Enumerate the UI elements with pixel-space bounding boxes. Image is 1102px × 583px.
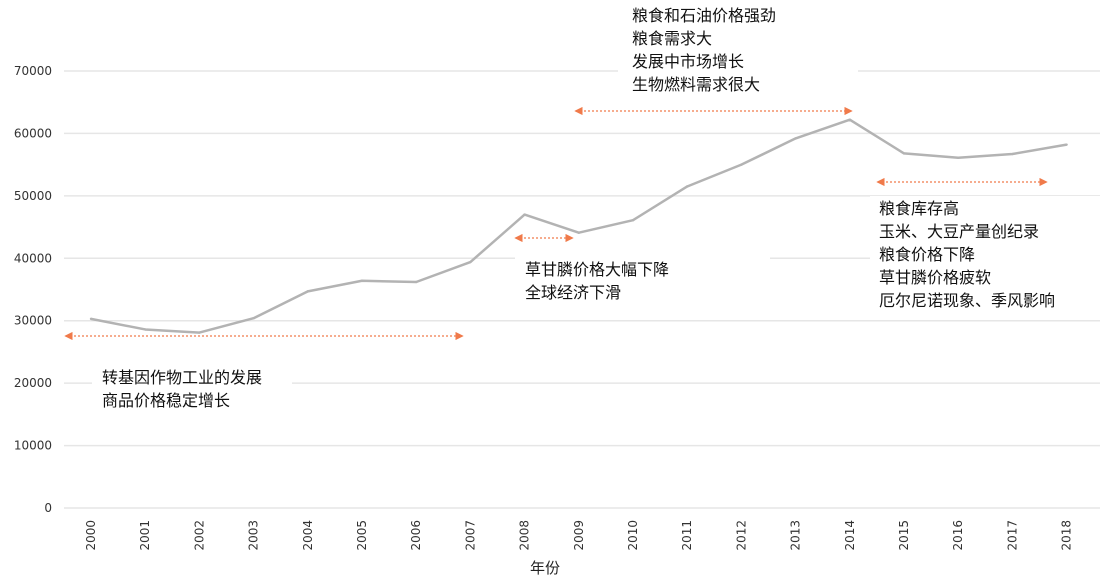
- annotation-text: 粮食价格下降: [879, 245, 975, 264]
- x-tick-label: 2014: [843, 520, 857, 551]
- annotation-background: [515, 255, 770, 305]
- y-tick-label: 40000: [14, 251, 52, 265]
- x-tick-label: 2005: [355, 520, 369, 551]
- data-point: [686, 185, 689, 188]
- data-point: [252, 317, 255, 320]
- data-point: [794, 137, 797, 140]
- data-point: [740, 163, 743, 166]
- data-point: [198, 331, 201, 334]
- data-point: [1065, 143, 1068, 146]
- y-tick-label: 30000: [14, 314, 52, 328]
- data-point: [957, 156, 960, 159]
- annotation-text: 全球经济下滑: [525, 283, 621, 302]
- x-tick-label: 2004: [301, 520, 315, 551]
- y-tick-label: 10000: [14, 439, 52, 453]
- x-tick-label: 2001: [138, 520, 152, 551]
- x-tick-label: 2007: [463, 520, 477, 551]
- y-axis-ticks: 0 10000 20000 30000 40000 50000 60000 70000: [14, 64, 52, 515]
- annotation-text: 玉米、大豆产量创纪录: [879, 222, 1039, 241]
- x-tick-label: 2009: [572, 520, 586, 551]
- y-tick-label: 50000: [14, 189, 52, 203]
- x-tick-label: 2003: [247, 520, 261, 551]
- y-tick-label: 20000: [14, 376, 52, 390]
- data-point: [415, 280, 418, 284]
- data-point: [360, 279, 364, 282]
- x-tick-label: 2008: [518, 520, 532, 551]
- annotation-arrows: [64, 106, 1048, 341]
- x-tick-label: 2002: [192, 520, 206, 551]
- y-tick-label: 60000: [14, 126, 52, 140]
- x-tick-label: 2011: [680, 520, 694, 551]
- y-tick-label: 70000: [14, 64, 52, 78]
- annotation-text: 草甘膦价格大幅下降: [525, 260, 669, 279]
- x-tick-label: 2010: [626, 520, 640, 551]
- x-tick-label: 2013: [789, 520, 803, 551]
- annotation-text: 转基因作物工业的发展: [102, 368, 262, 387]
- annotation-text: 发展中市场增长: [632, 52, 744, 71]
- data-point: [144, 328, 147, 331]
- annotation-background: [92, 364, 292, 414]
- x-axis-label: 年份: [530, 559, 560, 577]
- annotation-text: 生物燃料需求很大: [632, 75, 760, 94]
- x-tick-label: 2018: [1060, 520, 1074, 551]
- data-point: [631, 219, 635, 222]
- x-tick-label: 2000: [84, 520, 98, 551]
- data-point: [89, 317, 93, 321]
- annotation-backgrounds: [92, 2, 1100, 414]
- y-tick-label: 0: [44, 501, 52, 515]
- annotation-text: 粮食库存高: [879, 199, 959, 218]
- x-tick-label: 2006: [409, 520, 423, 551]
- annotation-text: 粮食需求大: [632, 29, 712, 48]
- annotation-background: [870, 196, 1100, 318]
- data-point: [1011, 152, 1014, 156]
- x-tick-label: 2016: [951, 520, 965, 551]
- x-axis-ticks: 2000 2001 2002 2003 2004 2005 2006 2007 2008 2009…: [84, 520, 1074, 551]
- annotation-text: 厄尔尼诺现象、季风影响: [879, 291, 1055, 310]
- x-tick-label: 2012: [734, 520, 748, 551]
- data-point: [902, 152, 906, 155]
- x-tick-label: 2017: [1005, 520, 1019, 551]
- data-point: [523, 213, 526, 216]
- x-tick-label: 2015: [897, 520, 911, 551]
- annotation-text: 草甘膦价格疲软: [879, 268, 991, 287]
- data-point: [469, 260, 472, 264]
- annotation-text: 粮食和石油价格强劲: [632, 6, 776, 25]
- data-point: [848, 118, 851, 121]
- annotation-text: 商品价格稳定增长: [102, 391, 230, 410]
- data-point: [306, 290, 309, 293]
- annotation-background: [618, 2, 858, 102]
- data-point: [577, 231, 580, 234]
